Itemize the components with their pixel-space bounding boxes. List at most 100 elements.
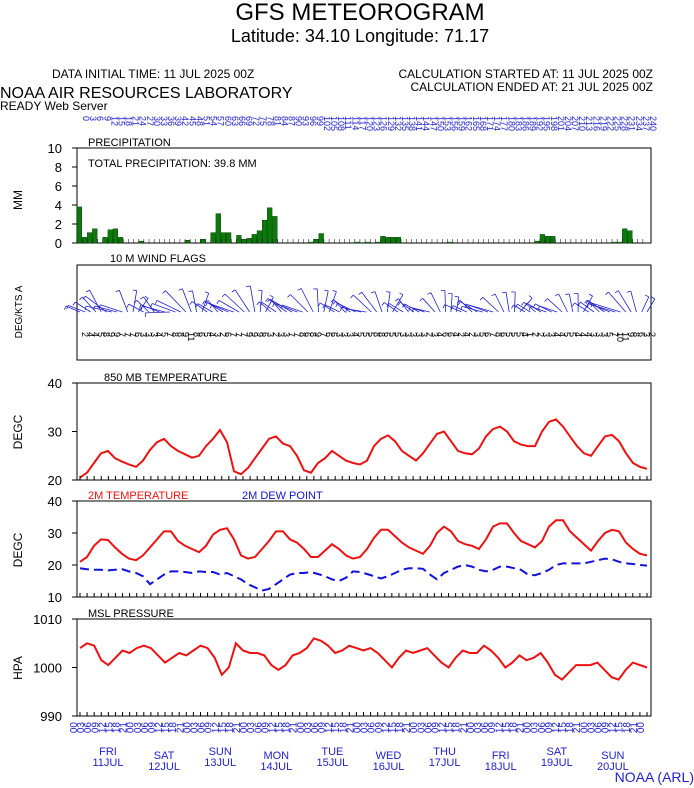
wind-flag	[413, 307, 430, 313]
utc-hour-label: 18	[622, 722, 633, 734]
wind-speed-label: 7	[610, 332, 620, 337]
wind-barb	[491, 293, 496, 297]
precip-bar	[241, 238, 247, 244]
forecast-hour-label: 213	[584, 116, 594, 131]
wind-barb	[332, 289, 337, 293]
utc-hour-label: 15	[104, 722, 115, 734]
forecast-hour-label: 33	[159, 116, 169, 126]
wind-flag	[587, 299, 600, 313]
data-initial-time: DATA INITIAL TIME: 11 JUL 2025 00Z	[52, 67, 254, 81]
wind-speed-label: 5	[562, 332, 572, 337]
wind-speed-label: 10	[615, 332, 625, 342]
precip-title: PRECIPITATION	[88, 137, 171, 149]
forecast-hour-label: 78	[265, 116, 275, 126]
wind-barb	[322, 304, 325, 309]
utc-hour-label: 18	[168, 722, 179, 734]
wind-speed-label: 5	[393, 332, 403, 337]
utc-hour-label: 09	[204, 722, 215, 734]
precip-bar	[81, 237, 88, 244]
forecast-hour-label: 165	[471, 116, 481, 131]
t2m-ylabel: DEGC	[11, 532, 25, 567]
wind-flag	[290, 294, 309, 313]
wind-barb	[72, 301, 76, 306]
forecast-hour-label: 183	[513, 116, 523, 131]
wind-speed-label: 2	[647, 332, 657, 337]
date-label: 17JUL	[429, 757, 461, 769]
utc-hour-label: 00	[239, 722, 250, 734]
forecast-hour-label: 135	[400, 116, 410, 131]
wind-speed-label: 6	[197, 332, 207, 337]
precip-bar	[256, 230, 263, 244]
precip-bar	[354, 241, 360, 244]
wind-barb	[189, 301, 193, 305]
wind-speed-label: 11	[621, 332, 631, 341]
utc-hour-label: 12	[551, 722, 562, 734]
utc-hour-label: 03	[133, 722, 144, 734]
wind-barb	[132, 289, 137, 292]
wind-flag	[65, 305, 81, 313]
t850-title: 850 MB TEMPERATURE	[104, 372, 227, 384]
wind-speed-label: 7	[239, 332, 249, 337]
wind-speed-label: 5	[366, 332, 376, 337]
wind-barb	[202, 300, 205, 305]
wind-flag	[641, 296, 650, 313]
day-of-week-label: MON	[263, 750, 289, 762]
utc-hour-label: 03	[303, 722, 314, 734]
wind-barb	[532, 303, 536, 308]
precip-bar	[318, 233, 324, 244]
precip-bar	[380, 236, 386, 244]
wind-barb	[412, 308, 414, 313]
wind-barb	[84, 306, 87, 311]
utc-hour-label: 03	[416, 722, 427, 734]
wind-speed-label: 6	[483, 332, 493, 337]
wind-speed-label: 5	[568, 332, 578, 337]
forecast-hour-label: 57	[216, 116, 226, 126]
wind-barb	[280, 304, 283, 309]
precip-bar	[200, 238, 206, 244]
wind-flag	[267, 298, 287, 313]
wind-speed-label: 9	[244, 332, 254, 337]
wind-flag	[534, 303, 552, 313]
precip-bar	[76, 206, 83, 244]
forecast-hour-label: 51	[202, 116, 212, 126]
lab-name: NOAA AIR RESOURCES LABORATORY	[0, 85, 293, 102]
t850-yticks: 20 30 40	[48, 376, 77, 488]
wind-barb	[479, 297, 484, 301]
wind-barb	[287, 294, 291, 298]
date-label: 11JUL	[93, 757, 124, 769]
wind-speed-label: 5	[509, 332, 519, 337]
wind-flag	[320, 302, 335, 313]
precip-bar	[313, 238, 319, 244]
forecast-hour-label: 102	[322, 116, 332, 131]
wind-flag	[211, 304, 234, 313]
wind-flag	[281, 304, 303, 313]
wind-speed-label: 3	[276, 332, 286, 337]
forecast-hour-label: 195	[542, 116, 552, 131]
wind-flag	[422, 298, 436, 313]
wind-speed-label: 7	[122, 332, 132, 337]
utc-hour-label: 12	[324, 722, 335, 734]
wind-speed-label: 8	[377, 332, 387, 337]
wind-flag	[224, 293, 245, 313]
wind-speed-label: 2	[80, 332, 90, 337]
utc-hour-label: 21	[175, 722, 186, 734]
wind-speed-label: 8	[175, 332, 185, 337]
wind-barb	[457, 300, 461, 304]
t850-tick-label: 20	[48, 473, 62, 488]
precip-bar	[539, 234, 546, 244]
utc-hour-label: 00	[296, 722, 307, 734]
wind-speed-label: 3	[398, 332, 408, 337]
wind-flag	[482, 297, 499, 313]
wind-flag	[132, 290, 138, 313]
wind-speed-label: 3	[138, 332, 148, 337]
wind-flag	[374, 291, 383, 313]
wind-flag	[444, 290, 446, 313]
wind-flag	[265, 297, 274, 313]
t850-tick-label: 40	[48, 376, 62, 391]
wind-barb	[317, 302, 321, 307]
wind-barb	[115, 289, 120, 293]
utc-hour-label: 06	[83, 722, 94, 734]
t850-ylabel: DEGC	[11, 414, 25, 449]
wind-flag	[156, 300, 181, 313]
wind-barb	[332, 300, 336, 305]
